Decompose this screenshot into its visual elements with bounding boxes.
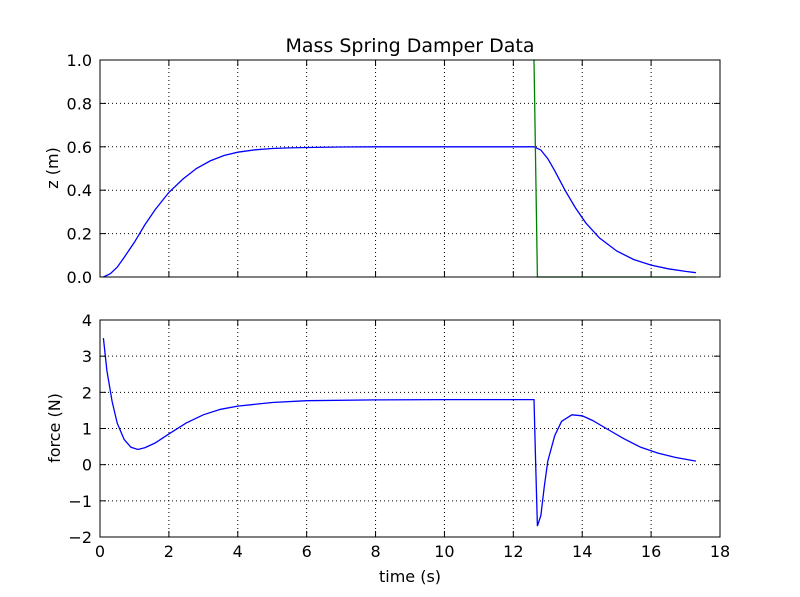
y-tick-label: −2	[68, 528, 92, 547]
y-tick-label: 0.8	[67, 94, 92, 113]
top-subplot-z: 0.0 0.2 0.4 0.6 0.8 1.0 Mass Spring Damper Da…	[43, 35, 721, 287]
y-tick-label: 1.0	[67, 51, 92, 70]
y-tick-label: 0.2	[67, 225, 92, 244]
x-tick-label: 2	[164, 542, 174, 561]
grid	[100, 60, 720, 277]
y-axis-label: z (m)	[43, 147, 62, 189]
y-tick-label: 0.4	[67, 181, 92, 200]
x-tick-label: 18	[710, 542, 730, 561]
x-tick-label: 12	[503, 542, 523, 561]
x-tick-label: 8	[370, 542, 380, 561]
y-tick-label: −1	[68, 492, 92, 511]
y-axis-label: force (N)	[45, 393, 64, 463]
x-tick-label: 10	[434, 542, 454, 561]
series-line-0	[102, 338, 697, 527]
x-tick-label: 4	[233, 542, 243, 561]
y-tick-label: 0.0	[67, 268, 92, 287]
y-tick-label: 4	[82, 311, 92, 330]
grid	[100, 320, 720, 537]
x-tick-label: 16	[641, 542, 661, 561]
y-tick-label: 2	[82, 383, 92, 402]
x-axis-label: time (s)	[379, 567, 441, 586]
y-tick-label: 0	[82, 456, 92, 475]
x-tick-label: 6	[302, 542, 312, 561]
ticks: 0.0 0.2 0.4 0.6 0.8 1.0	[67, 51, 721, 287]
chart-title: Mass Spring Damper Data	[286, 35, 535, 57]
x-tick-label: 14	[572, 542, 592, 561]
series-line-0	[103, 146, 696, 278]
y-tick-label: 3	[82, 347, 92, 366]
y-tick-label: 0.6	[67, 138, 92, 157]
axes-frame	[99, 59, 721, 278]
y-tick-label: 1	[82, 420, 92, 439]
x-tick-label: 0	[95, 542, 105, 561]
series-group	[102, 338, 697, 527]
